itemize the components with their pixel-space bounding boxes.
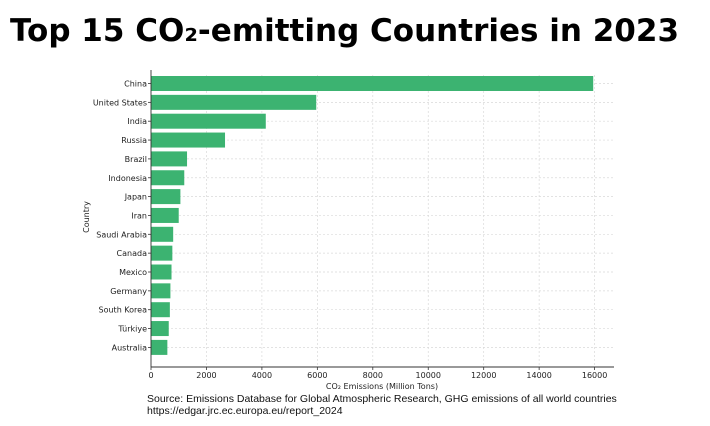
bar-indonesia: [151, 170, 185, 186]
bar-russia: [151, 132, 226, 148]
y-tick-label: Iran: [131, 211, 147, 220]
bar-brazil: [151, 151, 188, 167]
x-tick-label: 10000: [416, 371, 441, 380]
axes: [148, 70, 614, 370]
x-tick-label: 0: [148, 371, 153, 380]
x-tick-label: 16000: [582, 371, 607, 380]
bar-germany: [151, 283, 171, 299]
x-tick-label: 6000: [307, 371, 327, 380]
bar-south-korea: [151, 302, 170, 318]
x-tick-label: 2000: [196, 371, 216, 380]
bar-mexico: [151, 264, 172, 280]
y-tick-label: Germany: [110, 287, 147, 296]
bar-iran: [151, 207, 179, 223]
y-tick-label: China: [124, 80, 147, 89]
y-tick-label: Brazil: [125, 155, 147, 164]
bar-china: [151, 76, 594, 91]
x-axis-label: CO₂ Emissions (Million Tons): [326, 382, 438, 391]
bar-australia: [151, 339, 168, 355]
grid-lines: [150, 75, 614, 367]
x-tick-label: 8000: [363, 371, 383, 380]
bar-india: [151, 113, 266, 129]
y-tick-label: Russia: [121, 136, 147, 145]
y-tick-label: Indonesia: [108, 174, 147, 183]
chart-title: Top 15 CO₂-emitting Countries in 2023: [10, 13, 680, 49]
x-tick-label: 14000: [526, 371, 551, 380]
y-axis-label: Country: [82, 201, 91, 233]
source-citation: Source: Emissions Database for Global At…: [147, 393, 617, 405]
tick-labels: 0 2000 4000 6000 8000 10000 12000 14000 16000 Chi…: [93, 80, 607, 381]
y-tick-label: United States: [93, 98, 147, 107]
y-tick-label: Saudi Arabia: [96, 230, 147, 239]
source-url: https://edgar.jrc.ec.europa.eu/report_20…: [147, 405, 343, 417]
y-tick-label: Mexico: [119, 268, 147, 277]
bar-japan: [151, 189, 181, 205]
x-tick-label: 4000: [252, 371, 272, 380]
y-tick-label: Türkiye: [117, 325, 147, 334]
bar-saudi-arabia: [151, 226, 174, 242]
y-tick-label: Japan: [124, 193, 147, 202]
bars: [151, 76, 594, 355]
y-tick-label: Australia: [112, 343, 147, 352]
bar-canada: [151, 245, 173, 261]
bar-t-rkiye: [151, 321, 169, 337]
y-tick-label: Canada: [117, 249, 148, 258]
y-tick-label: India: [127, 117, 147, 126]
y-tick-label: South Korea: [99, 306, 148, 315]
x-tick-label: 12000: [471, 371, 496, 380]
bar-united-states: [151, 94, 317, 110]
